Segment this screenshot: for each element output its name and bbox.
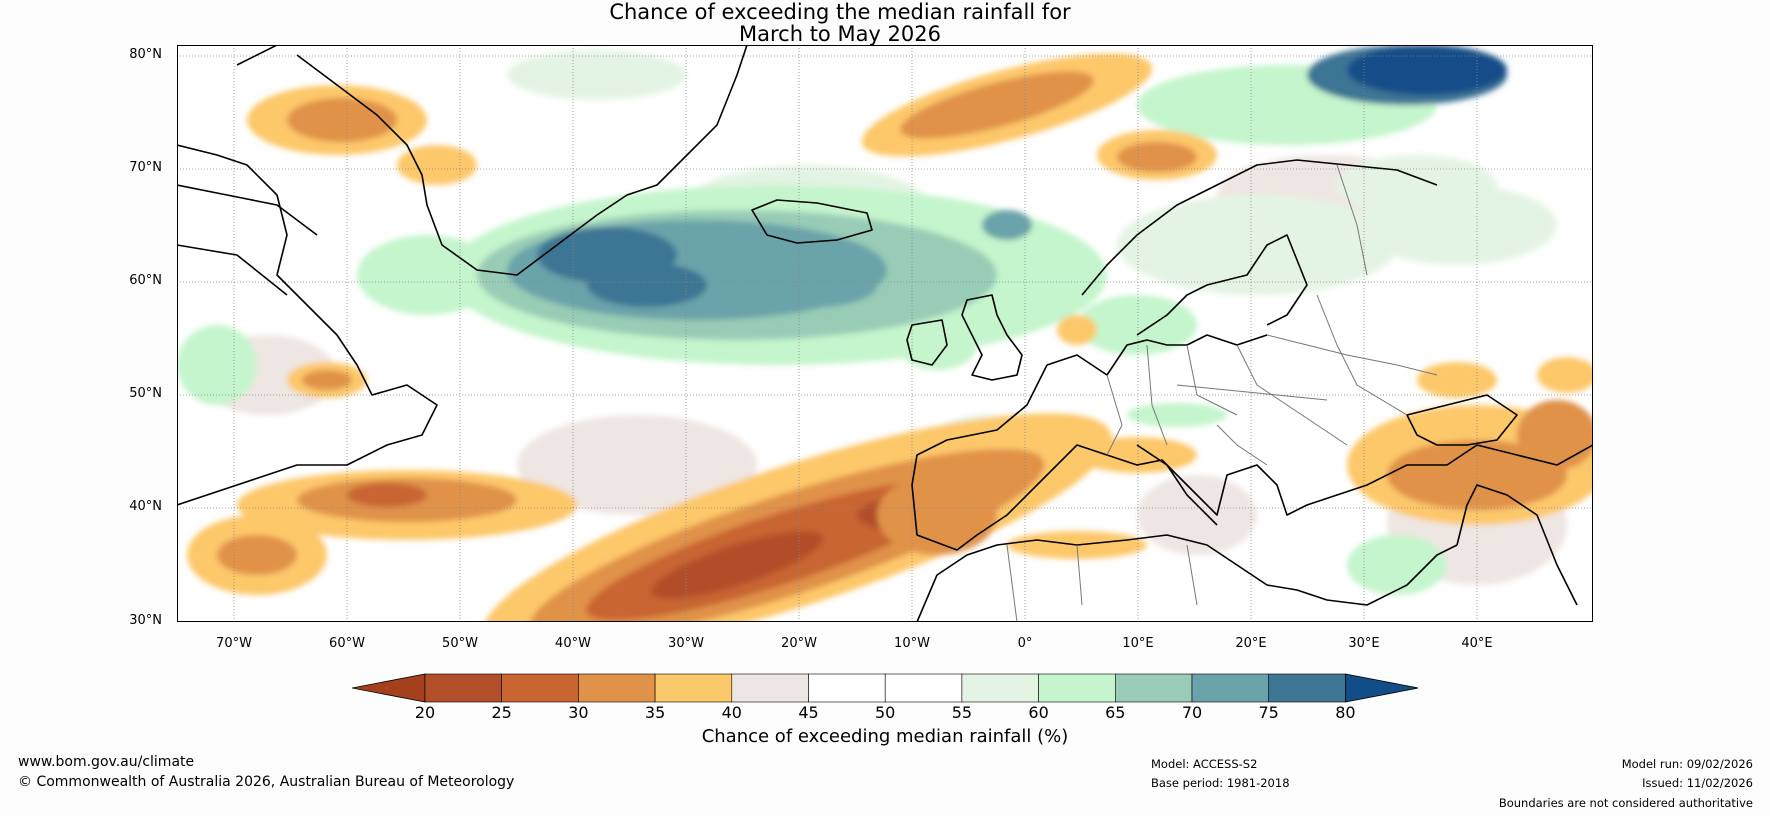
colorbar-tick-label: 50 bbox=[875, 703, 896, 722]
lat-label: 40°N bbox=[129, 499, 162, 514]
colorbar-segment bbox=[808, 673, 886, 703]
colorbar-segment bbox=[884, 673, 963, 703]
issued-text: Issued: 11/02/2026 bbox=[1642, 776, 1753, 790]
lon-label: 40°W bbox=[555, 636, 591, 651]
website-link[interactable]: www.bom.gov.au/climate bbox=[18, 754, 195, 770]
lat-label: 60°N bbox=[129, 273, 162, 288]
lon-label: 70°W bbox=[216, 636, 252, 651]
lon-label: 20°E bbox=[1235, 636, 1267, 651]
colorbar-segment bbox=[654, 673, 733, 703]
graticule bbox=[177, 45, 1593, 622]
colorbar-tick-label: 60 bbox=[1028, 703, 1049, 722]
country-borders bbox=[1006, 164, 1438, 622]
colorbar-tick-label: 65 bbox=[1105, 703, 1126, 722]
lon-label: 60°W bbox=[329, 636, 365, 651]
map-title-line2: March to May 2026 bbox=[739, 22, 941, 46]
lon-label: 30°E bbox=[1348, 636, 1380, 651]
lon-label: 40°E bbox=[1461, 636, 1493, 651]
colorbar-tick-label: 35 bbox=[644, 703, 666, 722]
colorbar-tick-label: 30 bbox=[568, 703, 589, 722]
colorbar-tick-label: 40 bbox=[721, 703, 742, 722]
map-frame bbox=[177, 45, 1593, 622]
north-america-coast bbox=[177, 144, 438, 506]
ireland-coast bbox=[906, 319, 948, 366]
colorbar-segment bbox=[501, 673, 579, 703]
colorbar-tick-label: 45 bbox=[798, 703, 819, 722]
lon-label: 30°W bbox=[668, 636, 704, 651]
model-run-text: Model run: 09/02/2026 bbox=[1621, 757, 1753, 771]
lat-label: 80°N bbox=[129, 47, 162, 62]
copyright-text: © Commonwealth of Australia 2026, Austra… bbox=[18, 774, 515, 790]
rainfall-fields bbox=[177, 45, 1593, 622]
colorbar-extend-low bbox=[352, 673, 426, 703]
colorbar-segment bbox=[424, 673, 502, 703]
colorbar-tick-label: 75 bbox=[1258, 703, 1279, 722]
colorbar-segment bbox=[1191, 673, 1269, 703]
colorbar-segment bbox=[731, 673, 809, 703]
colorbar-label: Chance of exceeding median rainfall (%) bbox=[701, 726, 1069, 747]
scandinavia-coast bbox=[1081, 159, 1438, 336]
colorbar-extend-high bbox=[1345, 673, 1418, 703]
rainfall-map bbox=[177, 45, 1593, 622]
colorbar-segment bbox=[961, 673, 1039, 703]
baffin-coast bbox=[177, 184, 318, 296]
middle-east-coast bbox=[1456, 484, 1578, 606]
coastlines bbox=[177, 45, 1593, 622]
map-title-line1: Chance of exceeding the median rainfall … bbox=[609, 0, 1071, 24]
greenland-coast bbox=[236, 45, 748, 276]
colorbar-tick-label: 55 bbox=[951, 703, 973, 722]
colorbar-tick-label: 20 bbox=[414, 703, 436, 722]
lon-label: 10°E bbox=[1122, 636, 1154, 651]
lat-label: 50°N bbox=[129, 386, 162, 401]
colorbar-segment bbox=[1038, 673, 1116, 703]
colorbar-tick-label: 25 bbox=[491, 703, 512, 722]
base-period-text: Base period: 1981-2018 bbox=[1151, 776, 1290, 790]
lon-label: 10°W bbox=[894, 636, 930, 651]
africa-coast bbox=[916, 534, 1458, 622]
colorbar-tick-label: 80 bbox=[1335, 703, 1356, 722]
britain-coast bbox=[961, 294, 1023, 381]
lon-label: 20°W bbox=[781, 636, 817, 651]
colorbar-segment bbox=[1268, 673, 1346, 703]
colorbar bbox=[352, 673, 1418, 703]
colorbar-tick-label: 70 bbox=[1181, 703, 1203, 722]
disclaimer-text: Boundaries are not considered authoritat… bbox=[1498, 796, 1753, 810]
lon-label: 0° bbox=[1017, 636, 1033, 651]
iceland-coast bbox=[751, 199, 873, 244]
lat-label: 30°N bbox=[129, 613, 162, 628]
lat-label: 70°N bbox=[129, 160, 162, 175]
model-text: Model: ACCESS-S2 bbox=[1151, 757, 1258, 771]
colorbar-segment bbox=[1114, 673, 1193, 703]
colorbar-segment bbox=[578, 673, 656, 703]
italy-coast bbox=[1136, 444, 1218, 526]
black-sea-coast bbox=[1406, 394, 1518, 446]
lon-label: 50°W bbox=[442, 636, 478, 651]
